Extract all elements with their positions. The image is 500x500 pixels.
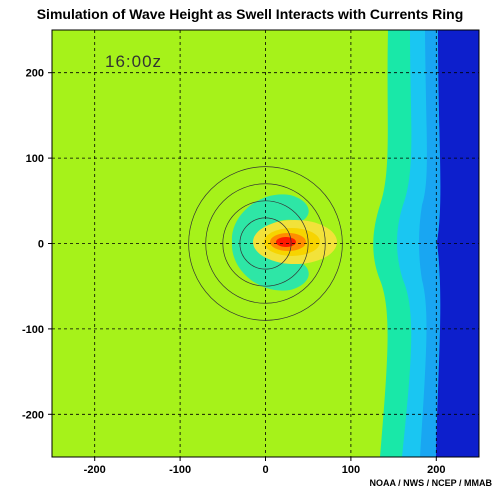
y-tick-label: -200 — [22, 409, 44, 421]
y-tick-label: 0 — [38, 239, 44, 251]
x-tick-label: 100 — [342, 464, 360, 476]
x-tick-label: 0 — [262, 464, 268, 476]
current-ring-contour — [205, 183, 326, 304]
y-tick-label: 200 — [26, 68, 44, 80]
time-label: 16:00z — [105, 52, 162, 71]
x-tick-label: -100 — [169, 464, 191, 476]
y-tick-label: 100 — [26, 153, 44, 165]
wave-front-band-4 — [436, 30, 479, 457]
grid-lines — [52, 30, 479, 457]
x-axis-ticks: -200 -100 0 100 200 — [84, 457, 445, 476]
map-title: Simulation of Wave Height as Swell Inter… — [36, 6, 464, 22]
current-ring-contour — [188, 166, 343, 321]
current-ring-contour — [239, 217, 292, 270]
current-ring-contour — [222, 200, 309, 287]
y-tick-label: -100 — [22, 324, 44, 336]
x-tick-label: 200 — [427, 464, 445, 476]
peak-core — [276, 237, 296, 247]
x-tick-label: -200 — [84, 464, 106, 476]
current-ring-contours — [188, 166, 343, 321]
y-axis-ticks: 200 100 0 -100 -200 — [22, 68, 52, 421]
credit-line: NOAA / NWS / NCEP / MMAB — [369, 478, 492, 488]
